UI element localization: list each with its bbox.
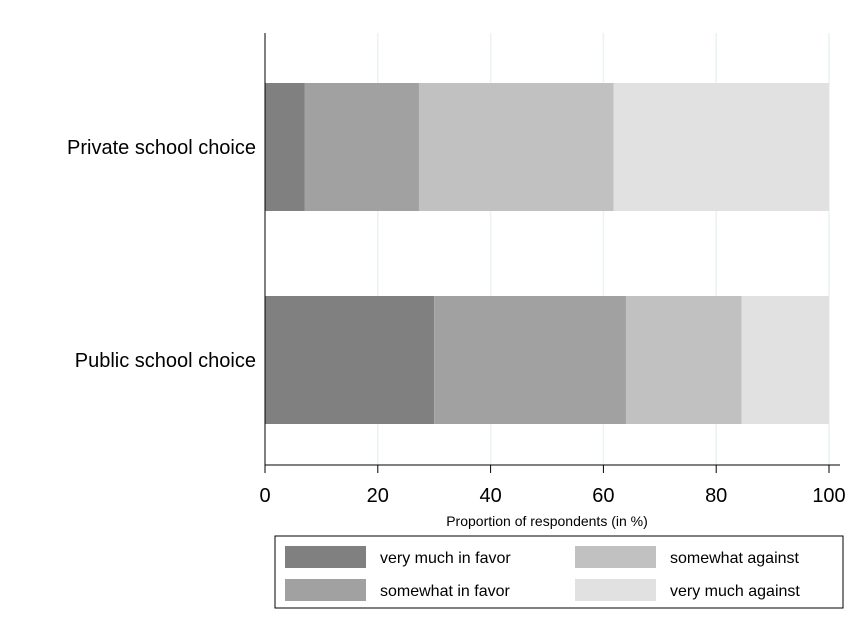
- legend-box: [274, 535, 844, 609]
- legend: very much in favor somewhat in favor somew…: [274, 535, 844, 609]
- legend-swatch: [575, 546, 656, 568]
- x-ticks: 0 20 40 60 80 100: [259, 465, 846, 507]
- bar-segment: [625, 296, 742, 424]
- legend-swatch: [575, 579, 656, 601]
- category-label: Private school choice: [67, 137, 256, 159]
- x-tick-label: 100: [812, 485, 845, 507]
- legend-label: very much against: [670, 583, 800, 600]
- axes: [264, 33, 840, 466]
- legend-label: somewhat in favor: [380, 583, 511, 600]
- category-labels: Private school choice Public school choic…: [67, 137, 256, 372]
- legend-label: very much in favor: [380, 550, 511, 567]
- legend-swatch: [285, 579, 366, 601]
- bar-segment: [265, 296, 435, 424]
- bars: [265, 83, 829, 424]
- x-tick-label: 80: [705, 485, 727, 507]
- x-tick-label: 60: [592, 485, 614, 507]
- x-tick-label: 20: [367, 485, 389, 507]
- bar-segment: [304, 83, 419, 211]
- bar-segment: [434, 296, 626, 424]
- legend-label: somewhat against: [670, 550, 800, 567]
- bar-segment: [613, 83, 829, 211]
- category-label: Public school choice: [75, 350, 256, 372]
- bar-segment: [418, 83, 614, 211]
- legend-swatch: [285, 546, 366, 568]
- x-axis-title: Proportion of respondents (in %): [446, 513, 648, 529]
- x-tick-label: 40: [479, 485, 501, 507]
- bar-segment: [265, 83, 305, 211]
- bar-segment: [741, 296, 829, 424]
- x-tick-label: 0: [259, 485, 270, 507]
